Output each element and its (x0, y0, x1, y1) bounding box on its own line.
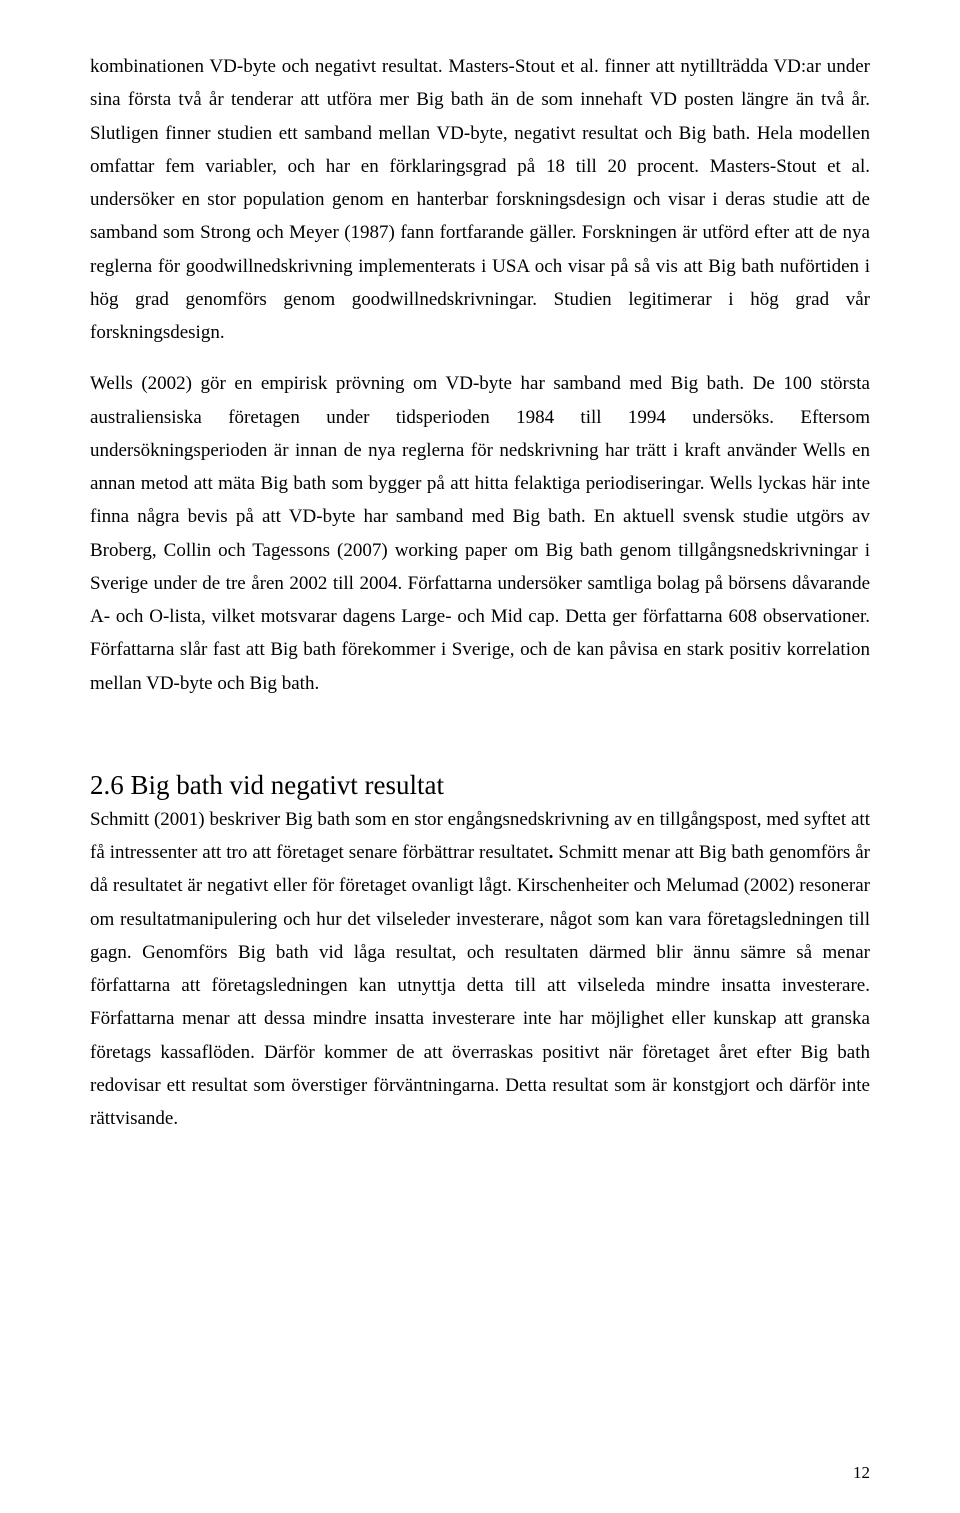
document-page: kombinationen VD-byte och negativt resul… (0, 0, 960, 1513)
paragraph-3-part-b: Schmitt menar att Big bath genomförs år … (90, 842, 870, 1129)
paragraph-2: Wells (2002) gör en empirisk prövning om… (90, 367, 870, 700)
paragraph-3: Schmitt (2001) beskriver Big bath som en… (90, 803, 870, 1136)
section-heading: 2.6 Big bath vid negativt resultat (90, 770, 870, 801)
paragraph-1: kombinationen VD-byte och negativt resul… (90, 50, 870, 349)
page-number: 12 (853, 1463, 870, 1483)
